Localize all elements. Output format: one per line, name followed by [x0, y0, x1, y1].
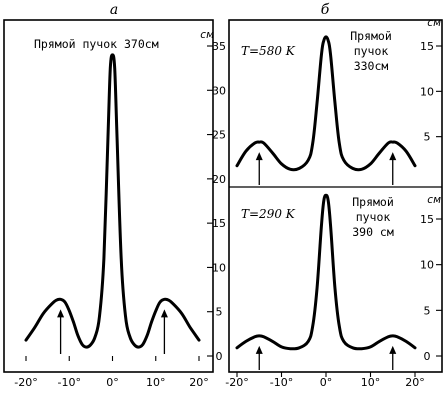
panel-b-top-temperature: T=580 K — [241, 44, 296, 58]
x-tick-label: -10° — [58, 376, 81, 389]
y-tick-label: 10 — [420, 85, 434, 98]
y-tick-label: 10 — [212, 261, 226, 274]
y-tick-label: 30 — [212, 84, 226, 97]
y-tick-label: 15 — [420, 40, 434, 53]
panel-b-frame — [228, 19, 443, 373]
panel-b-bottom-annotation-line1: Прямой — [352, 195, 394, 209]
peak-arrow — [57, 309, 65, 354]
panel-b-bottom-annotation-line3: 390 см — [352, 225, 394, 239]
x-tick-label: -20° — [14, 376, 37, 389]
peak-arrow — [255, 345, 263, 370]
panel-b-top-annotation-line1: Прямой — [350, 29, 392, 43]
y-tick-label: 15 — [420, 213, 434, 226]
x-tick-label: 20° — [189, 376, 209, 389]
scattering-curve — [24, 53, 201, 349]
x-tick-label: 0° — [106, 376, 119, 389]
y-tick-label: 0 — [424, 350, 431, 363]
panel-a-unit-label: см — [200, 29, 214, 41]
y-tick-label: 25 — [212, 129, 226, 142]
y-tick-label: 35 — [212, 40, 226, 53]
y-tick-label: 0 — [216, 350, 223, 363]
peak-arrow — [255, 152, 263, 185]
x-tick-label: -10° — [270, 376, 293, 389]
panel-b-top-annotation-line2: пучок — [354, 44, 389, 58]
panel-b-top-chart: 5 10 15 T=580 K Прямой пучок 330см см — [235, 17, 442, 185]
x-tick-label: 20° — [405, 376, 425, 389]
panel-b-bottom-chart: 0 5 10 15 -20° -10° 0° 10° 20° T=290 K Прямой пу… — [225, 193, 442, 389]
y-tick-label: 5 — [216, 306, 223, 319]
y-tick-label: 5 — [424, 304, 431, 317]
y-tick-label: 10 — [420, 259, 434, 272]
x-tick-label: 10° — [146, 376, 166, 389]
peak-arrow — [389, 345, 397, 370]
panel-b-top-unit-label: см — [427, 17, 441, 29]
panel-a-chart: 0 5 10 15 20 25 30 35 -20° -10° 0° 10° 20° Прямой пу… — [14, 29, 226, 389]
x-tick-label: 0° — [320, 376, 333, 389]
y-tick-label: 20 — [212, 173, 226, 186]
peak-arrow — [160, 309, 168, 354]
x-tick-label: 10° — [361, 376, 381, 389]
panel-b-bottom-annotation-line2: пучок — [356, 210, 391, 224]
scattering-curve — [235, 193, 417, 351]
panel-b-bottom-unit-label: см — [427, 194, 441, 206]
y-tick-label: 15 — [212, 217, 226, 230]
x-tick-label: -20° — [225, 376, 248, 389]
panel-letter-b: б — [321, 2, 330, 18]
peak-arrow — [389, 152, 397, 185]
panel-a-frame — [3, 19, 214, 373]
panel-b-bottom-temperature: T=290 K — [241, 207, 296, 221]
panel-letter-a: а — [110, 2, 118, 18]
panel-a-annotation: Прямой пучок 370см — [34, 37, 159, 51]
panel-b-top-annotation-line3: 330см — [354, 59, 389, 73]
y-tick-label: 5 — [424, 131, 431, 144]
scattering-curve — [235, 35, 417, 172]
